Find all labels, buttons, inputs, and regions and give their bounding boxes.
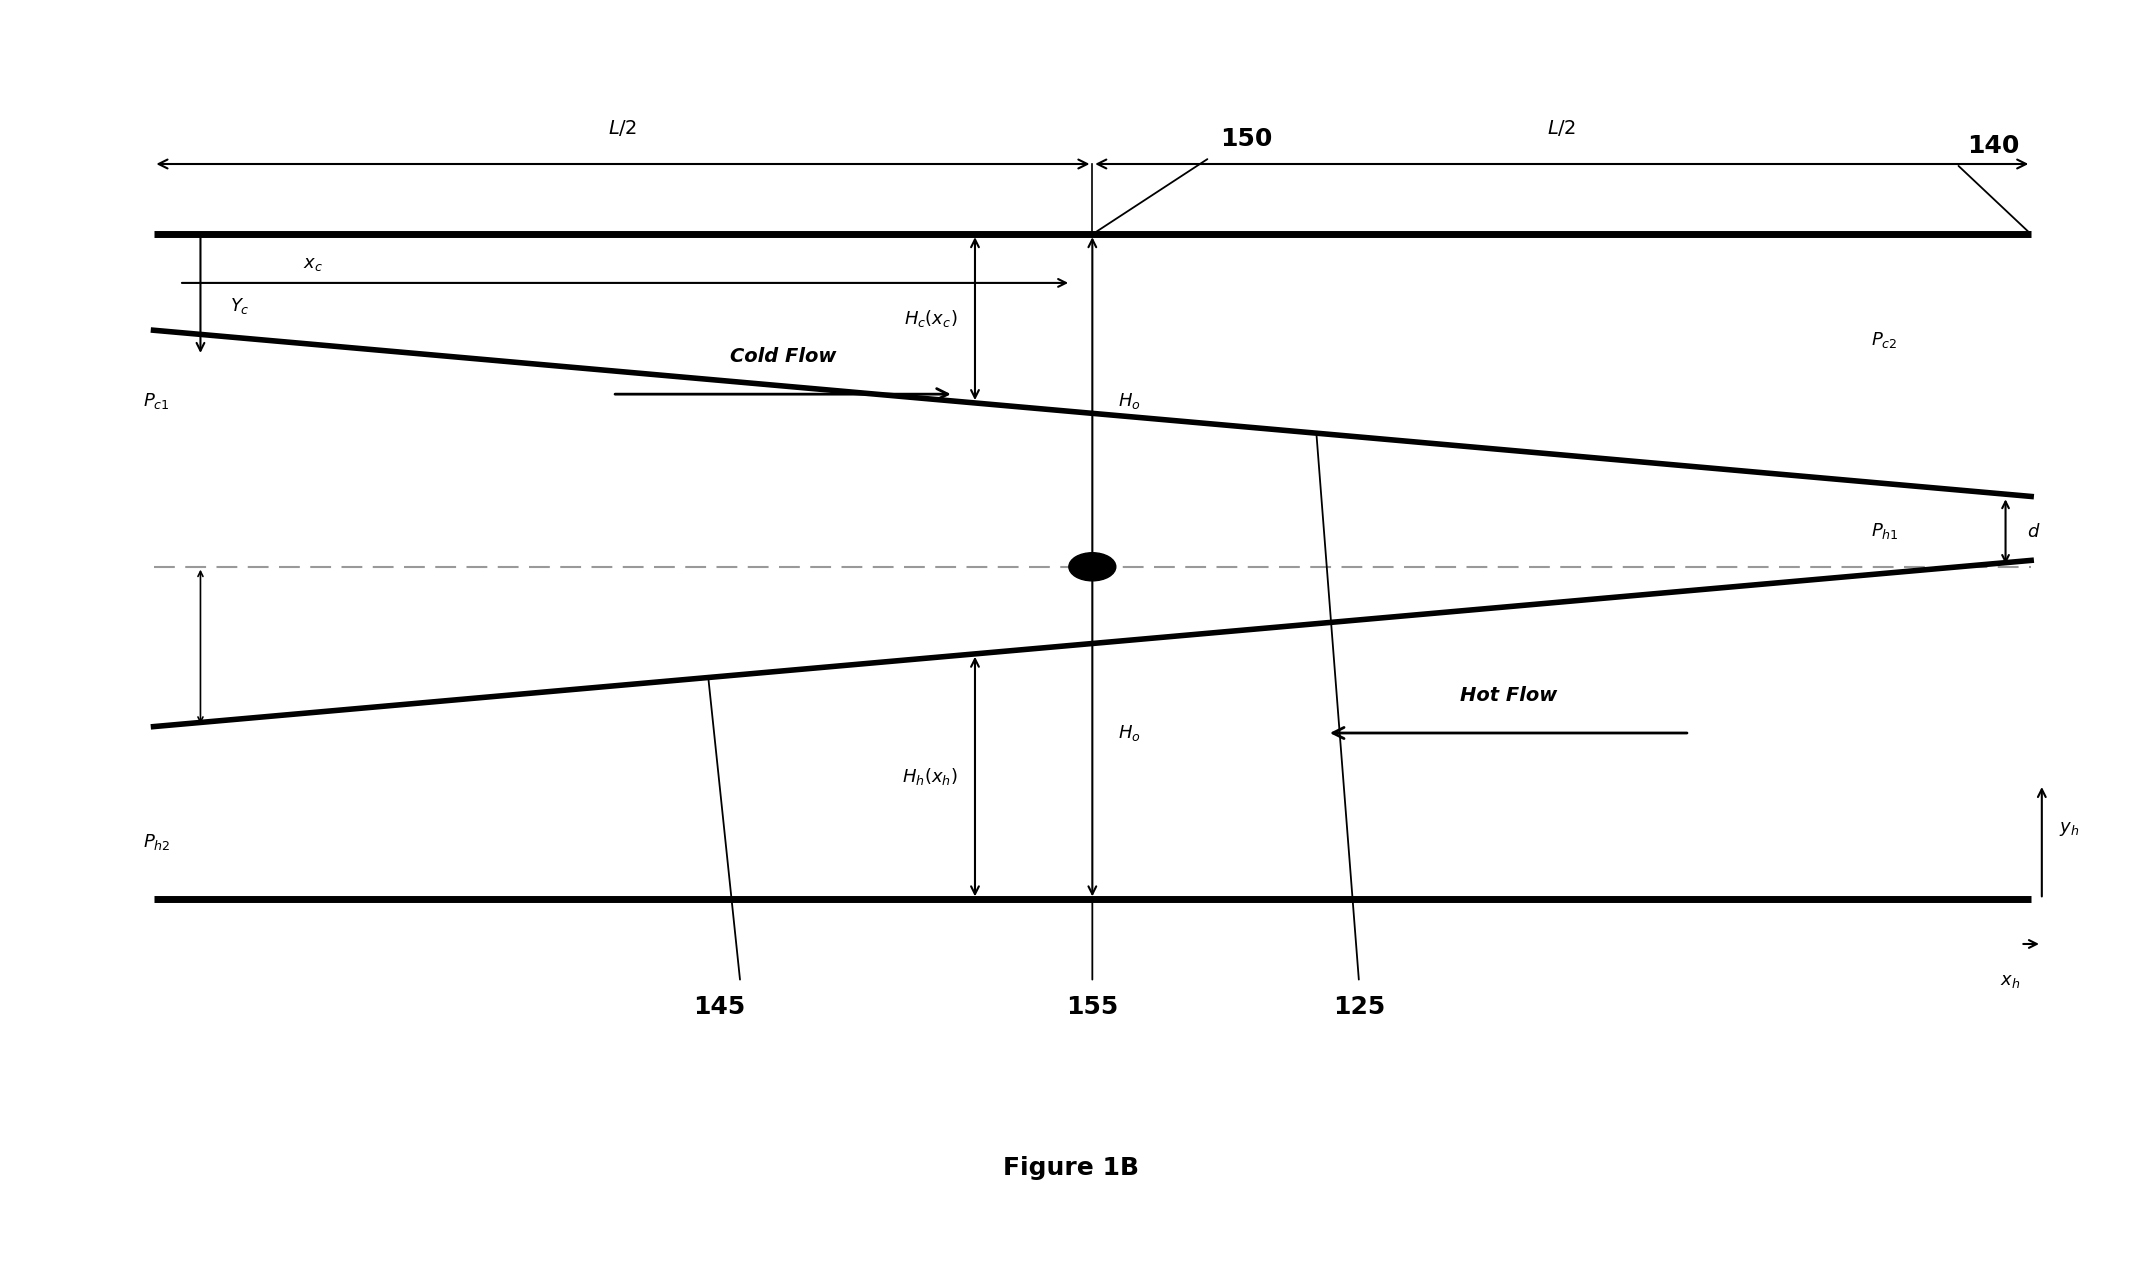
Text: 150: 150 (1221, 127, 1272, 151)
Text: $P_{c1}$: $P_{c1}$ (144, 390, 169, 411)
Text: $x_h$: $x_h$ (2001, 972, 2020, 990)
Text: $L/2$: $L/2$ (608, 118, 638, 139)
Text: $H_h(x_h)$: $H_h(x_h)$ (902, 766, 957, 788)
Text: Hot Flow: Hot Flow (1461, 686, 1557, 705)
Text: Figure 1B: Figure 1B (1002, 1156, 1140, 1180)
Text: $d$: $d$ (2026, 523, 2041, 541)
Text: Cold Flow: Cold Flow (730, 347, 835, 366)
Text: 155: 155 (1067, 995, 1118, 1019)
Text: $P_{c2}$: $P_{c2}$ (1872, 329, 1898, 350)
Text: $L/2$: $L/2$ (1547, 118, 1577, 139)
Text: $H_o$: $H_o$ (1118, 390, 1142, 411)
Text: $H_o$: $H_o$ (1118, 723, 1142, 743)
Text: $x_c$: $x_c$ (302, 255, 323, 273)
Text: $P_{h1}$: $P_{h1}$ (1872, 521, 1898, 542)
Circle shape (1069, 552, 1116, 580)
Text: $H_c(x_c)$: $H_c(x_c)$ (904, 308, 957, 329)
Text: 140: 140 (1966, 134, 2020, 157)
Text: $y_h$: $y_h$ (2058, 820, 2080, 838)
Text: $Y_c$: $Y_c$ (231, 296, 251, 317)
Text: $P_{h2}$: $P_{h2}$ (144, 831, 171, 852)
Text: 125: 125 (1332, 995, 1386, 1019)
Text: 145: 145 (692, 995, 745, 1019)
